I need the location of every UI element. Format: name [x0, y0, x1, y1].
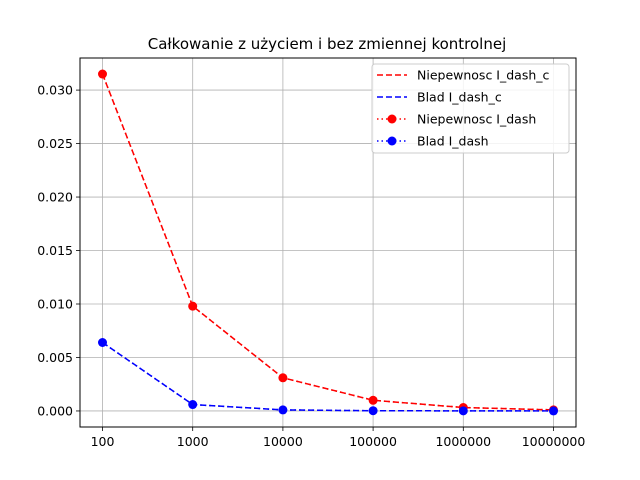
series-blad-i-dash [98, 338, 558, 416]
data-point [278, 405, 288, 415]
data-point [98, 338, 107, 348]
series-group [98, 69, 558, 416]
x-tick-label: 100 [91, 434, 115, 449]
data-point [98, 69, 107, 79]
plot-frame [79, 57, 577, 428]
data-point [188, 400, 198, 410]
series-line [101, 73, 554, 411]
legend-label: Niepewnosc I_dash_c [417, 68, 550, 83]
x-tick-label: 1000 [177, 434, 209, 449]
y-tick-label: 0.000 [37, 403, 73, 418]
legend-label: Blad I_dash [417, 134, 489, 149]
series-blad-i-dash-c [102, 341, 554, 412]
legend-label: Niepewnosc I_dash [417, 112, 536, 127]
data-point [458, 406, 468, 416]
y-tick-label: 0.015 [37, 243, 73, 258]
data-point [278, 373, 288, 383]
series-line [102, 341, 554, 412]
legend-box [371, 63, 570, 154]
y-tick-label: 0.010 [37, 297, 73, 312]
x-tick-label: 1000000 [435, 434, 491, 449]
legend-marker [387, 136, 397, 146]
data-point [368, 406, 378, 416]
legend: Niepewnosc I_dash_c Blad I_dash_c Niepewno… [371, 63, 570, 154]
x-tick-label: 100000 [349, 434, 397, 449]
y-tick-label: 0.005 [37, 350, 73, 365]
y-tick-label: 0.030 [37, 83, 73, 98]
data-point [188, 301, 198, 311]
y-tick-label: 0.020 [37, 190, 73, 205]
x-tick-label: 10000000 [522, 434, 586, 449]
axis-ticks: 100 1000 10000 100000 1000000 10000000 0.000 0.… [37, 83, 585, 449]
chart-title: Całkowanie z użyciem i bez zmiennej kont… [148, 35, 507, 53]
series-line [102, 341, 554, 412]
data-point [368, 395, 378, 405]
y-tick-label: 0.025 [37, 136, 73, 151]
legend-marker [387, 114, 397, 124]
legend-label: Blad I_dash_c [417, 90, 502, 105]
x-tick-label: 10000 [263, 434, 303, 449]
data-point [549, 406, 558, 416]
